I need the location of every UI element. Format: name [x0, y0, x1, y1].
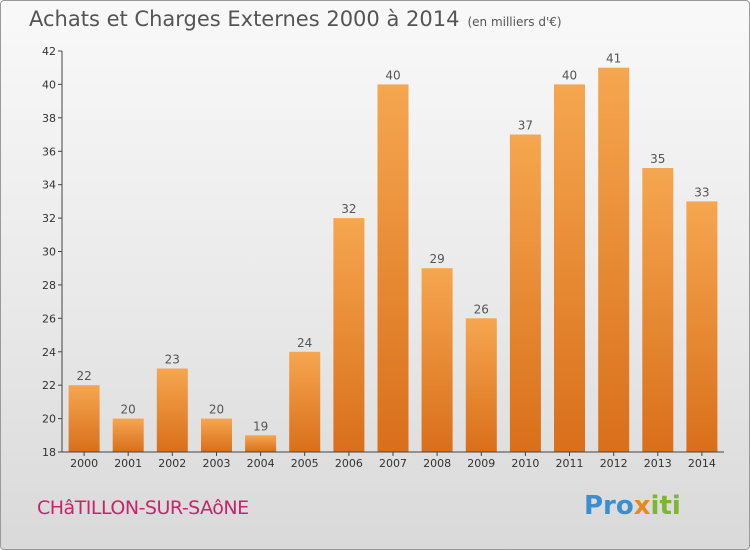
bar-2005	[289, 351, 321, 453]
bar-2007	[377, 84, 409, 453]
x-tick-label-2003: 2003	[203, 457, 231, 470]
data-label-2012: 41	[606, 52, 621, 66]
data-label-2007: 40	[385, 68, 400, 82]
logo-part-3: iti	[650, 491, 681, 521]
chart-title: Achats et Charges Externes 2000 à 2014 (e…	[29, 7, 562, 31]
x-tick-label-2010: 2010	[511, 457, 539, 470]
bar-2009	[465, 318, 497, 452]
commune-name: CHâTILLON-SUR-SAôNE	[37, 497, 249, 519]
data-label-2002: 23	[165, 353, 180, 367]
logo-part-2: x	[633, 491, 651, 521]
data-label-2001: 20	[121, 403, 136, 417]
bar-2004	[245, 435, 277, 452]
x-tick-label-2012: 2012	[600, 457, 628, 470]
data-label-2008: 29	[429, 252, 444, 266]
bar-2003	[201, 418, 232, 452]
x-tick-label-2001: 2001	[114, 457, 142, 470]
bar-2000	[68, 385, 100, 452]
bar-2012	[598, 67, 630, 452]
x-tick-label-2006: 2006	[335, 457, 363, 470]
logo-part-1: Pro	[584, 491, 634, 521]
x-tick-label-2000: 2000	[70, 457, 98, 470]
x-tick-label-2008: 2008	[423, 457, 451, 470]
y-tick-label-40: 40	[42, 78, 56, 91]
data-label-2011: 40	[562, 68, 577, 82]
bar-2011	[554, 84, 585, 453]
data-label-2013: 35	[650, 152, 665, 166]
y-tick-label-32: 32	[42, 212, 56, 225]
axes-group: 2000 2001 2002 2003 2004 2005 2006 2007 2008 2009…	[42, 45, 724, 470]
y-tick-label-30: 30	[42, 246, 56, 259]
data-label-2000: 22	[76, 369, 91, 383]
data-label-2009: 26	[474, 302, 489, 316]
bar-2001	[112, 418, 144, 452]
bar-2010	[509, 134, 541, 452]
data-label-2005: 24	[297, 336, 312, 350]
y-tick-label-22: 22	[42, 379, 56, 392]
y-tick-label-20: 20	[42, 413, 56, 426]
proxiti-logo: Proxiti	[584, 491, 681, 521]
y-tick-label-34: 34	[42, 179, 56, 192]
title-main: Achats et Charges Externes 2000 à 2014	[29, 7, 460, 31]
x-tick-label-2004: 2004	[247, 457, 275, 470]
bar-2014	[686, 201, 718, 452]
bar-2006	[333, 218, 365, 452]
y-tick-label-26: 26	[42, 312, 56, 325]
data-label-2004: 19	[253, 419, 268, 433]
x-tick-label-2011: 2011	[556, 457, 584, 470]
x-tick-label-2009: 2009	[467, 457, 495, 470]
y-tick-label-38: 38	[42, 112, 56, 125]
x-tick-label-2005: 2005	[291, 457, 319, 470]
y-tick-label-28: 28	[42, 279, 56, 292]
bar-2008	[421, 268, 453, 452]
x-tick-label-2007: 2007	[379, 457, 407, 470]
title-unit: (en milliers d'€)	[467, 15, 562, 29]
x-tick-label-2014: 2014	[688, 457, 716, 470]
bar-2013	[642, 168, 674, 452]
bar-2002	[156, 368, 188, 452]
data-label-2010: 37	[518, 119, 533, 133]
y-tick-label-42: 42	[42, 45, 56, 58]
y-tick-label-24: 24	[42, 346, 56, 359]
data-label-2006: 32	[341, 202, 356, 216]
x-tick-label-2013: 2013	[644, 457, 672, 470]
data-label-2003: 20	[209, 403, 224, 417]
bars-group	[68, 67, 718, 453]
y-tick-label-18: 18	[42, 446, 56, 459]
x-tick-label-2002: 2002	[158, 457, 186, 470]
data-label-2014: 33	[694, 185, 709, 199]
data-labels-group: 22 20 23 20 19 24 32 40 29 26 37 40 41 35 33	[76, 52, 709, 434]
y-tick-label-36: 36	[42, 145, 56, 158]
